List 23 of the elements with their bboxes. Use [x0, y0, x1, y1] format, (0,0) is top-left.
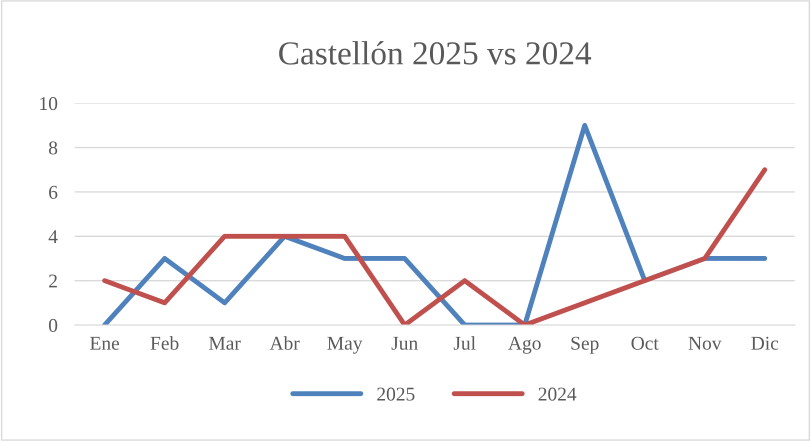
y-tick-label: 8 [48, 141, 58, 154]
y-tick-label: 10 [40, 97, 58, 110]
chart-title: Castellón 2025 vs 2024 [279, 41, 592, 65]
y-tick-label: 4 [48, 230, 58, 244]
x-tick-label: Jul [454, 336, 476, 350]
x-tick-label: Sep [571, 336, 599, 354]
x-tick-label: Jun [392, 336, 418, 350]
x-tick-label: Abr [270, 336, 300, 350]
x-tick-label: Mar [209, 336, 241, 350]
y-tick-label: 6 [49, 186, 58, 199]
legend-label: 2025 [377, 388, 414, 401]
x-tick-label: Oct [632, 336, 659, 350]
y-tick-label: 2 [49, 274, 57, 288]
y-tick-label: 0 [48, 318, 58, 332]
x-tick-label: Nov [688, 336, 722, 350]
legend-label: 2024 [538, 388, 576, 401]
x-tick-label: May [327, 336, 362, 354]
x-tick-label: Dic [751, 336, 778, 350]
x-tick-label: Feb [150, 336, 178, 350]
x-tick-label: Ene [90, 336, 120, 350]
line-series [102, 122, 768, 326]
line-series [102, 167, 768, 326]
x-tick-label: Ago [508, 336, 541, 354]
